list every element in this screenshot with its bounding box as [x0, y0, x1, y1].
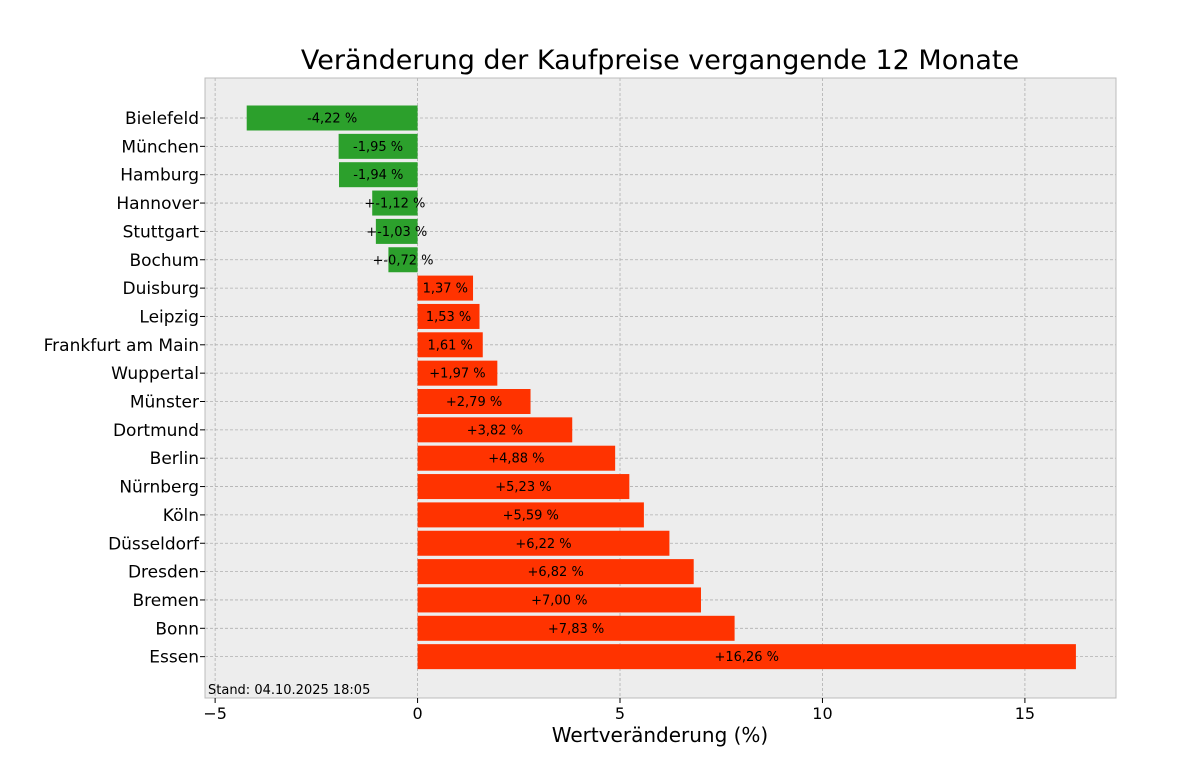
- data-label: -4,22 %: [307, 112, 357, 127]
- data-label: +-0,72 %: [372, 253, 433, 268]
- data-label: +5,23 %: [495, 480, 551, 495]
- x-tick-label: 0: [412, 704, 422, 723]
- category-label: Düsseldorf: [108, 534, 200, 554]
- category-label: Essen: [149, 648, 199, 668]
- data-label: +2,79 %: [446, 395, 502, 410]
- category-label: Hannover: [116, 194, 199, 214]
- data-label: +1,97 %: [429, 367, 485, 382]
- category-label: Bonn: [155, 619, 199, 639]
- category-label: Duisburg: [123, 279, 200, 299]
- data-label: -1,94 %: [353, 168, 403, 183]
- data-label: +7,00 %: [531, 593, 587, 608]
- data-label: +7,83 %: [548, 622, 604, 637]
- bar: [417, 389, 531, 414]
- category-label: Münster: [130, 393, 199, 413]
- timestamp-footnote: Stand: 04.10.2025 18:05: [208, 683, 370, 698]
- bar: [417, 587, 701, 613]
- category-label: Leipzig: [139, 307, 199, 327]
- data-label: -1,95 %: [353, 140, 403, 155]
- bar: [417, 417, 573, 443]
- bar: [417, 332, 483, 358]
- x-axis-label: Wertveränderung (%): [552, 723, 769, 747]
- bar: [417, 474, 630, 500]
- x-tick-label: 10: [812, 704, 832, 723]
- category-label: Bremen: [132, 591, 199, 611]
- x-axis: −5 0 5 10 15: [203, 698, 1035, 723]
- category-label: Berlin: [150, 449, 199, 469]
- data-label: +6,82 %: [527, 565, 583, 580]
- bar: [417, 644, 1076, 670]
- category-label: Dortmund: [113, 421, 199, 441]
- category-label: Köln: [163, 506, 199, 526]
- y-axis: Bielefeld München Hamburg Hannover Stuttgart…: [44, 109, 205, 668]
- bar: [338, 133, 418, 159]
- bar: [417, 445, 616, 471]
- category-label: Hamburg: [120, 166, 199, 186]
- bar: [417, 559, 694, 585]
- bar: [372, 190, 418, 216]
- category-label: München: [121, 137, 199, 157]
- plot-frame: [204, 77, 1117, 699]
- data-label: 1,37 %: [423, 282, 468, 297]
- category-label: Wuppertal: [111, 364, 199, 384]
- x-tick-label: 15: [1015, 704, 1035, 723]
- x-tick-label: −5: [203, 704, 227, 723]
- data-label: +3,82 %: [467, 423, 523, 438]
- data-label: 1,61 %: [427, 338, 472, 353]
- bar: [417, 502, 644, 528]
- bar-labels: -4,22 % -1,95 % -1,94 % +-1,12 % +-1,03 % +-0…: [307, 112, 779, 666]
- category-label: Frankfurt am Main: [44, 336, 199, 356]
- data-label: +16,26 %: [714, 650, 779, 665]
- bars: [246, 105, 1076, 670]
- bar: [417, 303, 480, 329]
- category-label: Nürnberg: [119, 478, 199, 498]
- bar: [417, 615, 735, 641]
- category-label: Bochum: [129, 251, 199, 271]
- data-label: +-1,12 %: [364, 197, 425, 212]
- category-label: Stuttgart: [123, 222, 200, 242]
- bar: [339, 162, 418, 188]
- data-label: +5,59 %: [503, 508, 559, 523]
- bar: [417, 360, 498, 386]
- bar: [417, 275, 474, 301]
- category-label: Dresden: [128, 563, 199, 583]
- bar: [246, 105, 418, 131]
- bar: [388, 247, 418, 273]
- category-label: Bielefeld: [125, 109, 199, 129]
- data-label: +-1,03 %: [366, 225, 427, 240]
- x-tick-label: 5: [615, 704, 625, 723]
- data-label: +4,88 %: [488, 452, 544, 467]
- bar: [417, 530, 670, 556]
- data-label: 1,53 %: [426, 310, 471, 325]
- chart-title: Veränderung der Kaufpreise vergangende 1…: [301, 45, 1019, 76]
- bar: [375, 218, 418, 244]
- data-label: +6,22 %: [515, 537, 571, 552]
